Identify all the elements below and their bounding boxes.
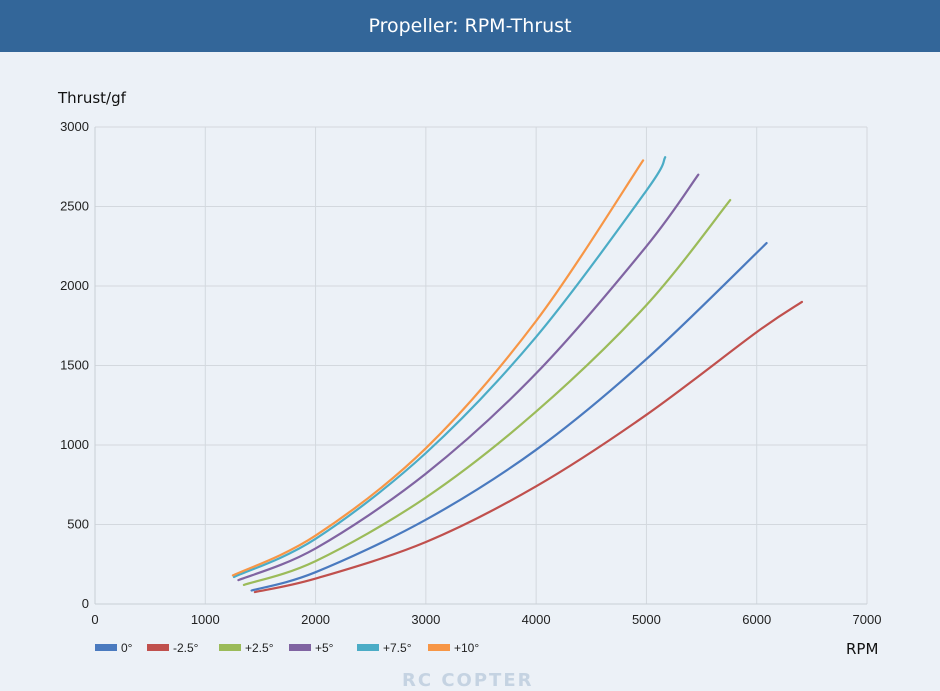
y-tick-labels: 0 500 1000 1500 2000 2500 3000 [60, 119, 89, 611]
x-tick-label: 6000 [742, 612, 771, 627]
legend: 0° -2.5° +2.5° +5° +7.5° +10° [95, 641, 479, 655]
legend-label: +2.5° [245, 641, 274, 655]
y-tick-label: 3000 [60, 119, 89, 134]
series-lines [231, 156, 803, 594]
x-tick-label: 7000 [853, 612, 882, 627]
watermark-logo: RC COPTER [402, 670, 534, 691]
x-tick-label: 5000 [632, 612, 661, 627]
y-axis-title: Thrust/gf [57, 89, 127, 107]
series-line-2-5 [253, 300, 803, 594]
legend-label: +5° [315, 641, 334, 655]
legend-label: +7.5° [383, 641, 412, 655]
y-tick-label: 2000 [60, 278, 89, 293]
chart-title: Propeller: RPM-Thrust [0, 0, 940, 52]
legend-label: 0° [121, 641, 133, 655]
legend-swatch [95, 644, 117, 651]
legend-swatch [428, 644, 450, 651]
y-tick-label: 1500 [60, 358, 89, 373]
x-tick-label: 4000 [522, 612, 551, 627]
legend-label: +10° [454, 641, 479, 655]
series-line-2-5 [242, 199, 732, 586]
x-tick-label: 0 [91, 612, 98, 627]
series-line-5 [237, 173, 700, 582]
legend-swatch [219, 644, 241, 651]
legend-label: -2.5° [173, 641, 199, 655]
y-tick-label: 500 [67, 517, 89, 532]
series-line-0 [250, 242, 768, 592]
x-tick-label: 1000 [191, 612, 220, 627]
x-tick-label: 2000 [301, 612, 330, 627]
x-tick-labels: 0 1000 2000 3000 4000 5000 6000 7000 [91, 612, 881, 627]
grid-lines [94, 126, 868, 605]
legend-swatch [289, 644, 311, 651]
legend-swatch [357, 644, 379, 651]
series-line-7-5 [232, 156, 667, 579]
x-tick-label: 3000 [411, 612, 440, 627]
series-line-10 [231, 159, 645, 577]
y-tick-label: 0 [82, 596, 89, 611]
legend-swatch [147, 644, 169, 651]
rpm-thrust-chart: 0 500 1000 1500 2000 2500 3000 0 1000 2000 3000 40… [57, 89, 881, 658]
y-tick-label: 2500 [60, 199, 89, 214]
x-axis-title: RPM [846, 640, 878, 658]
y-tick-label: 1000 [60, 437, 89, 452]
